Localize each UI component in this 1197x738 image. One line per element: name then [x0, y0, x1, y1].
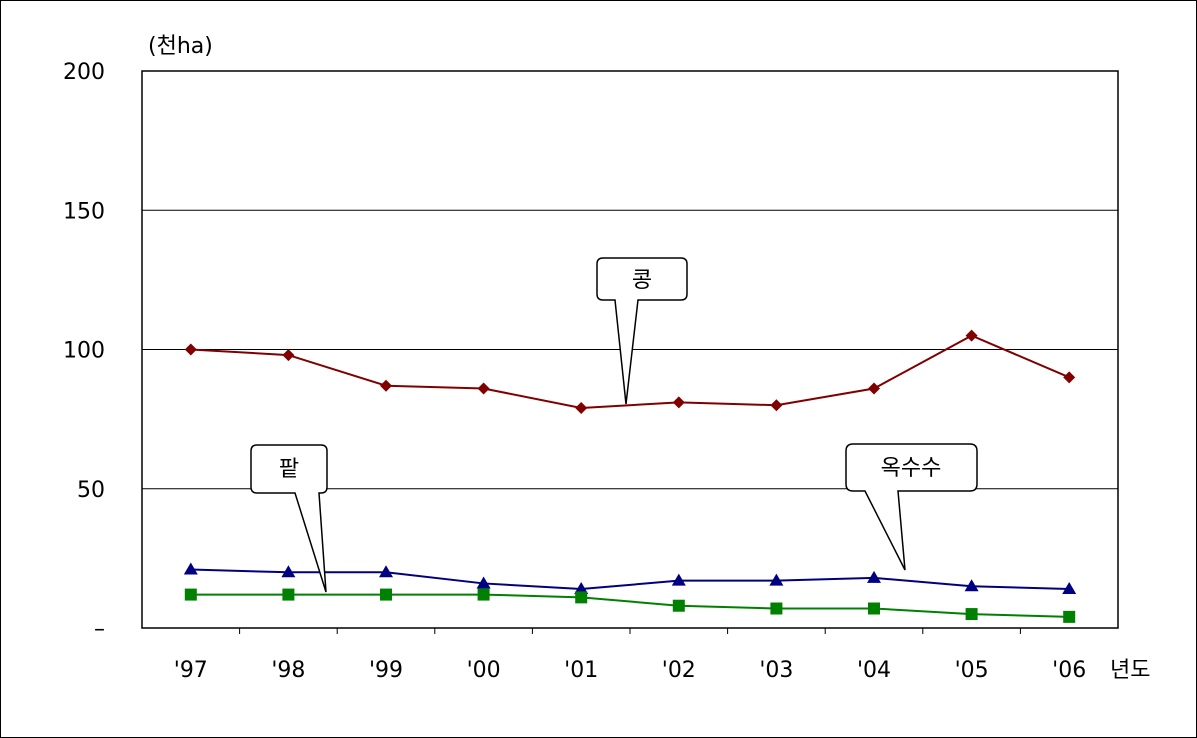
data-point	[380, 379, 392, 392]
data-point	[476, 576, 491, 589]
callout-oksusu: 옥수수	[845, 443, 978, 571]
data-point	[575, 591, 588, 604]
data-point	[672, 396, 685, 409]
data-point	[769, 573, 784, 586]
y-tick-label: 50	[77, 478, 105, 503]
x-tick-label: '98	[271, 658, 305, 683]
x-tick-label: '97	[174, 658, 208, 683]
y-tick-label: 200	[63, 60, 105, 85]
data-point	[477, 382, 490, 395]
data-point	[1063, 371, 1076, 384]
data-point	[574, 582, 589, 595]
data-point	[575, 401, 588, 414]
callout-oksusu-label: 옥수수	[881, 456, 942, 481]
series-layer	[183, 329, 1077, 623]
data-point	[477, 588, 490, 601]
y-tick-label: 100	[63, 339, 105, 364]
series-line	[190, 593, 1070, 618]
data-point	[770, 602, 783, 615]
data-point	[379, 565, 393, 578]
data-point	[184, 343, 197, 356]
data-point	[1062, 582, 1077, 595]
callout-oksusu-bubble	[845, 443, 978, 571]
series-1	[183, 562, 1077, 595]
callout-kong-bubble	[596, 257, 688, 405]
data-point	[770, 399, 783, 412]
data-point	[964, 579, 979, 592]
x-tick-label: '03	[759, 658, 793, 683]
data-point	[183, 562, 198, 575]
x-tick-label: '05	[955, 658, 989, 683]
series-2	[184, 588, 1076, 623]
x-tick-label: '06	[1052, 658, 1086, 683]
callout-pat-bubble	[250, 444, 328, 593]
x-axis-title: 년도	[1110, 658, 1150, 683]
data-point	[868, 602, 880, 615]
data-point	[965, 608, 978, 621]
data-point	[1063, 610, 1076, 623]
data-point	[282, 588, 295, 601]
series-line	[190, 568, 1070, 591]
x-tick-labels: '97 '98 '99 '00 '01 '02 '03 '04 '05 '06	[174, 658, 1086, 683]
data-point	[868, 382, 880, 395]
x-tick-label: '99	[369, 658, 403, 683]
y-tick-labels: 200 150 100 50 –	[63, 60, 105, 642]
y-axis-unit: (천ha)	[148, 34, 213, 59]
data-point	[281, 565, 296, 578]
data-point	[672, 599, 685, 612]
data-point	[965, 329, 978, 342]
y-tick-label: 150	[63, 199, 105, 224]
callout-kong-label: 콩	[632, 268, 652, 293]
x-tick-label: '04	[857, 658, 891, 683]
x-tick-label: '02	[662, 658, 696, 683]
data-point	[184, 588, 197, 601]
x-tick-label: '01	[564, 658, 598, 683]
data-point	[282, 349, 295, 362]
y-tick-label: –	[94, 617, 105, 642]
data-point	[867, 570, 881, 583]
x-tick-marks	[239, 628, 1021, 634]
data-point	[380, 588, 392, 601]
callout-pat: 팥	[250, 444, 328, 593]
series-0	[184, 329, 1076, 414]
callout-kong: 콩	[596, 257, 688, 405]
callout-pat-label: 팥	[279, 457, 299, 482]
x-tick-label: '00	[467, 658, 501, 683]
data-point	[671, 573, 686, 586]
series-line	[190, 334, 1070, 409]
